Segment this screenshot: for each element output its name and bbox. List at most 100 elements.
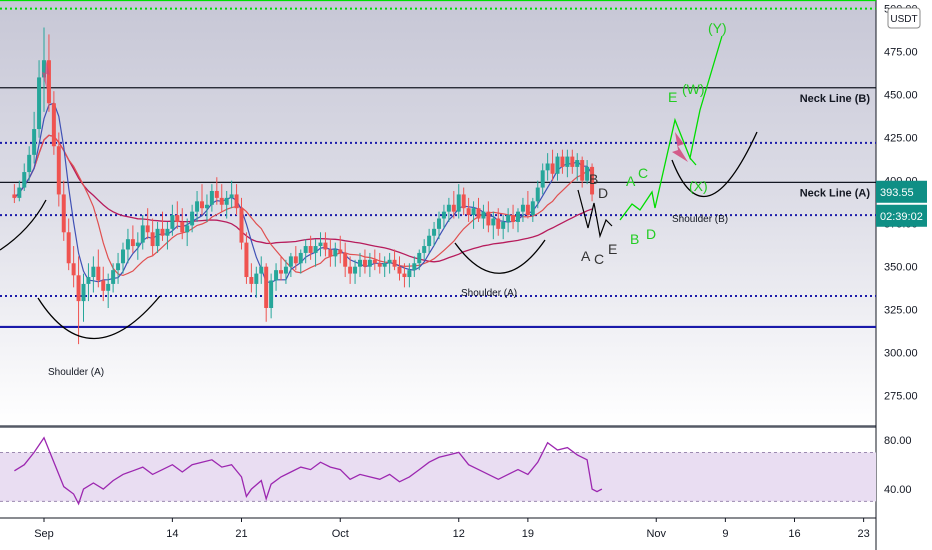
candle-body[interactable] bbox=[387, 259, 392, 264]
candle-body[interactable] bbox=[71, 263, 76, 276]
candle-body[interactable] bbox=[540, 170, 545, 188]
candle-body[interactable] bbox=[397, 266, 402, 274]
candle-body[interactable] bbox=[214, 190, 219, 198]
candle-body[interactable] bbox=[530, 201, 535, 216]
candle-body[interactable] bbox=[101, 280, 106, 291]
candle-body[interactable] bbox=[121, 249, 125, 264]
candle-body[interactable] bbox=[580, 160, 585, 181]
candle-body[interactable] bbox=[229, 194, 234, 198]
candle-body[interactable] bbox=[520, 204, 525, 212]
candle-body[interactable] bbox=[279, 270, 283, 274]
candle-body[interactable] bbox=[42, 60, 46, 78]
left-arc-partial[interactable] bbox=[0, 199, 47, 251]
candle-body[interactable] bbox=[417, 252, 422, 264]
currency-badge[interactable] bbox=[887, 7, 921, 29]
candle-body[interactable] bbox=[441, 211, 446, 219]
candle-body[interactable] bbox=[550, 163, 555, 174]
candle-body[interactable] bbox=[264, 266, 269, 308]
candle-body[interactable] bbox=[348, 266, 353, 274]
candle-body[interactable] bbox=[254, 273, 259, 284]
candle-body[interactable] bbox=[259, 266, 264, 274]
candle-body[interactable] bbox=[239, 208, 244, 243]
candle-body[interactable] bbox=[180, 221, 185, 233]
candle-body[interactable] bbox=[293, 256, 298, 264]
candle-body[interactable] bbox=[466, 208, 471, 216]
moving-average-slow[interactable] bbox=[13, 134, 593, 263]
candle-body[interactable] bbox=[106, 283, 111, 291]
candle-body[interactable] bbox=[491, 218, 496, 226]
candle-body[interactable] bbox=[367, 259, 372, 267]
candle-body[interactable] bbox=[402, 273, 407, 278]
moving-average-fast[interactable] bbox=[13, 102, 593, 284]
candle-body[interactable] bbox=[81, 283, 86, 302]
candle-body[interactable] bbox=[209, 190, 214, 205]
shoulder-a-left-arc[interactable] bbox=[37, 295, 161, 340]
candle-body[interactable] bbox=[51, 103, 56, 147]
candle-body[interactable] bbox=[135, 242, 140, 247]
candle-body[interactable] bbox=[195, 201, 200, 212]
candle-body[interactable] bbox=[570, 156, 575, 167]
shoulder-b-arc[interactable] bbox=[671, 131, 758, 198]
candle-body[interactable] bbox=[283, 266, 288, 274]
candle-body[interactable] bbox=[234, 194, 239, 209]
candle-body[interactable] bbox=[130, 239, 135, 247]
candle-body[interactable] bbox=[338, 249, 343, 253]
candle-body[interactable] bbox=[377, 263, 382, 267]
candle-body[interactable] bbox=[427, 235, 432, 247]
candle-body[interactable] bbox=[486, 211, 491, 226]
candle-body[interactable] bbox=[560, 156, 565, 167]
candle-body[interactable] bbox=[328, 249, 333, 257]
candle-body[interactable] bbox=[219, 197, 224, 205]
candle-body[interactable] bbox=[535, 187, 540, 202]
candle-body[interactable] bbox=[288, 256, 293, 267]
candle-body[interactable] bbox=[125, 239, 130, 250]
candle-body[interactable] bbox=[353, 266, 358, 274]
candle-body[interactable] bbox=[446, 204, 451, 212]
candle-body[interactable] bbox=[412, 263, 417, 271]
candle-body[interactable] bbox=[56, 146, 61, 195]
candle-body[interactable] bbox=[461, 194, 466, 209]
candle-body[interactable] bbox=[516, 211, 520, 222]
green-wave-path[interactable] bbox=[619, 35, 723, 221]
candle-body[interactable] bbox=[160, 228, 165, 236]
candle-body[interactable] bbox=[111, 270, 116, 284]
candle-body[interactable] bbox=[343, 252, 348, 267]
candle-body[interactable] bbox=[170, 215, 175, 229]
current-price-box[interactable] bbox=[876, 180, 927, 203]
candle-body[interactable] bbox=[91, 266, 96, 278]
candle-body[interactable] bbox=[175, 215, 180, 222]
candle-body[interactable] bbox=[66, 232, 71, 264]
candle-body[interactable] bbox=[86, 277, 91, 284]
shoulder-a-right-arc[interactable] bbox=[454, 239, 546, 274]
candle-body[interactable] bbox=[362, 259, 367, 267]
moving-average-mid[interactable] bbox=[13, 134, 593, 277]
candle-body[interactable] bbox=[392, 259, 397, 267]
candle-body[interactable] bbox=[298, 252, 303, 264]
candle-body[interactable] bbox=[496, 218, 501, 229]
candle-body[interactable] bbox=[274, 270, 279, 281]
candle-body[interactable] bbox=[61, 194, 66, 233]
candle-body[interactable] bbox=[506, 215, 511, 222]
candle-body[interactable] bbox=[46, 60, 51, 104]
candle-body[interactable] bbox=[382, 263, 387, 267]
candle-body[interactable] bbox=[481, 211, 486, 219]
candle-body[interactable] bbox=[585, 166, 590, 181]
candle-body[interactable] bbox=[407, 270, 412, 278]
candle-body[interactable] bbox=[155, 228, 160, 247]
candle-body[interactable] bbox=[204, 204, 209, 209]
candle-body[interactable] bbox=[145, 225, 150, 233]
candle-body[interactable] bbox=[590, 166, 595, 195]
candle-body[interactable] bbox=[150, 232, 155, 247]
candle-body[interactable] bbox=[76, 275, 81, 302]
candle-body[interactable] bbox=[456, 194, 461, 212]
black-wave-path[interactable] bbox=[577, 189, 613, 239]
candle-body[interactable] bbox=[12, 194, 17, 198]
candle-body[interactable] bbox=[333, 249, 338, 257]
candle-body[interactable] bbox=[545, 163, 550, 171]
candle-body[interactable] bbox=[32, 129, 37, 155]
candle-body[interactable] bbox=[323, 242, 328, 250]
candle-body[interactable] bbox=[313, 246, 318, 253]
candle-body[interactable] bbox=[575, 160, 580, 167]
candle-body[interactable] bbox=[269, 280, 274, 308]
candle-body[interactable] bbox=[116, 263, 121, 271]
